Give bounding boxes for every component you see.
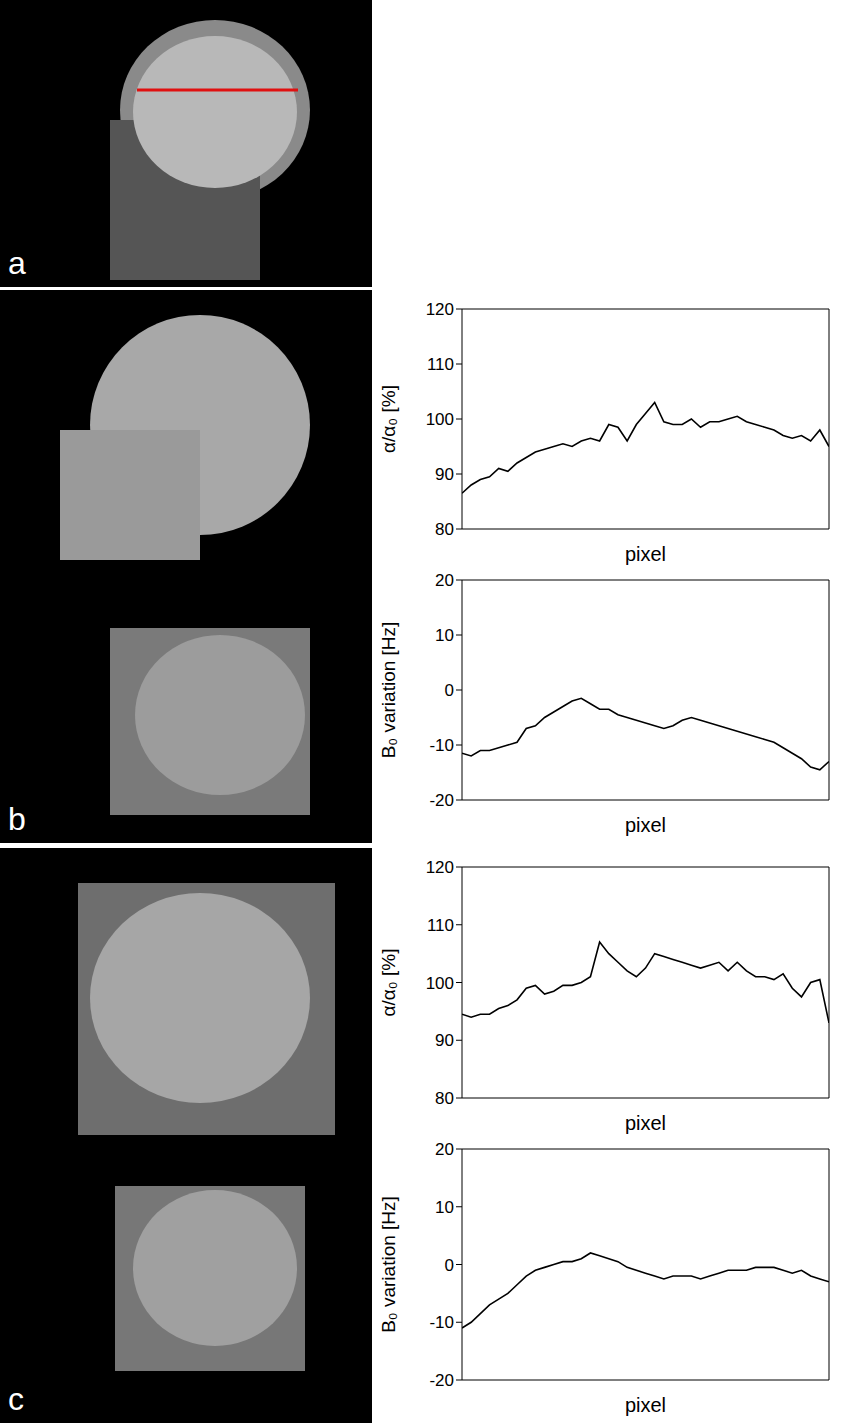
svg-text:90: 90 bbox=[435, 1031, 454, 1050]
svg-text:20: 20 bbox=[435, 1140, 454, 1159]
svg-text:110: 110 bbox=[427, 355, 454, 374]
svg-text:120: 120 bbox=[426, 858, 454, 877]
svg-text:10: 10 bbox=[435, 1198, 454, 1217]
svg-text:pixel: pixel bbox=[625, 814, 666, 836]
svg-text:α/α₀ [%]: α/α₀ [%] bbox=[378, 385, 399, 453]
svg-text:90: 90 bbox=[435, 465, 454, 484]
svg-text:α/α₀ [%]: α/α₀ [%] bbox=[378, 949, 399, 1017]
svg-text:B₀ variation [Hz]: B₀ variation [Hz] bbox=[378, 622, 399, 759]
svg-text:-10: -10 bbox=[429, 736, 454, 755]
html-text:b: b bbox=[8, 801, 26, 837]
svg-text:20: 20 bbox=[435, 571, 454, 590]
svg-text:100: 100 bbox=[426, 974, 454, 993]
svg-text:pixel: pixel bbox=[625, 1112, 666, 1134]
svg-text:80: 80 bbox=[435, 520, 454, 539]
html-text:a: a bbox=[8, 245, 26, 281]
svg-text:-10: -10 bbox=[429, 1313, 454, 1332]
svg-text:100: 100 bbox=[426, 410, 454, 429]
svg-text:0: 0 bbox=[445, 681, 454, 700]
svg-text:-20: -20 bbox=[429, 1371, 454, 1390]
svg-text:80: 80 bbox=[435, 1089, 454, 1108]
svg-text:B₀ variation [Hz]: B₀ variation [Hz] bbox=[378, 1196, 399, 1333]
svg-text:110: 110 bbox=[427, 916, 454, 935]
svg-text:-20: -20 bbox=[429, 791, 454, 810]
svg-text:pixel: pixel bbox=[625, 543, 666, 565]
svg-text:pixel: pixel bbox=[625, 1394, 666, 1416]
svg-text:10: 10 bbox=[435, 626, 454, 645]
html-text:c: c bbox=[8, 1381, 24, 1417]
svg-text:0: 0 bbox=[445, 1256, 454, 1275]
svg-text:120: 120 bbox=[426, 300, 454, 319]
